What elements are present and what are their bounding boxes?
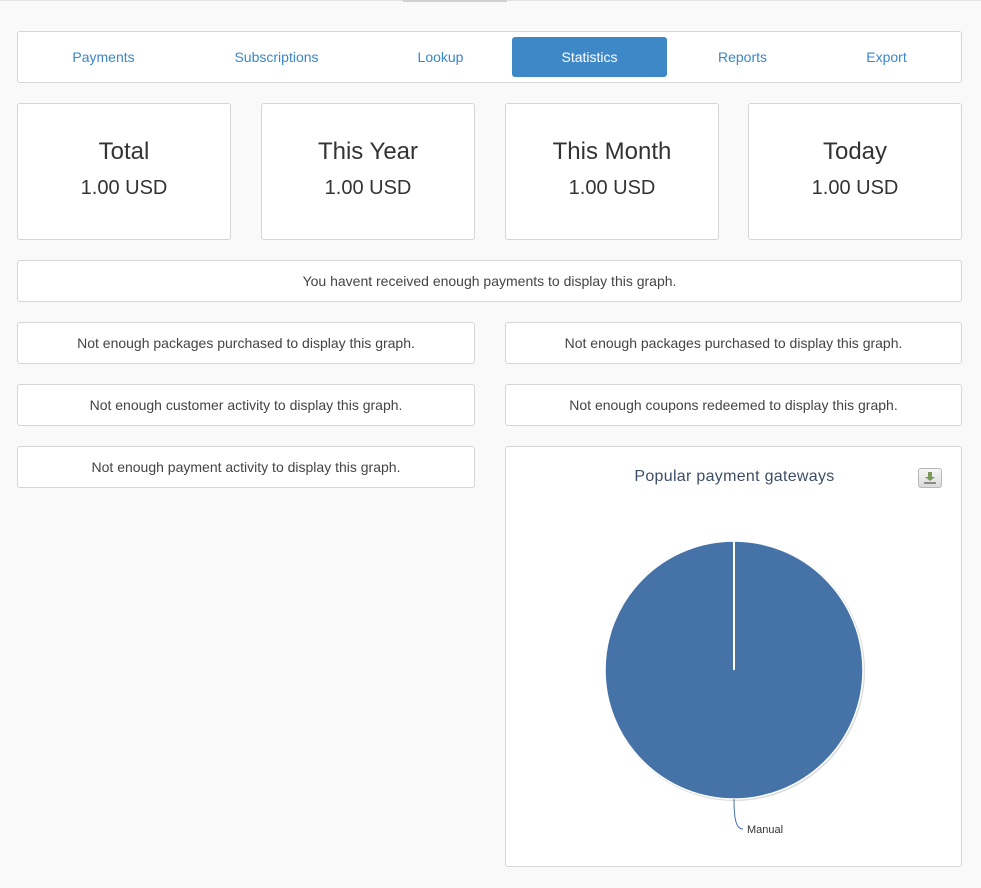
tab-payments[interactable]: Payments	[72, 49, 135, 65]
top-scroll-indicator	[403, 0, 507, 2]
tab-statistics[interactable]: Statistics	[512, 37, 667, 77]
stat-label: Total	[98, 138, 150, 165]
stat-card-total: Total 1.00 USD	[17, 103, 231, 240]
stat-card-today: Today 1.00 USD	[748, 103, 962, 240]
payments-graph-placeholder: You havent received enough payments to d…	[17, 260, 962, 302]
tab-lookup[interactable]: Lookup	[417, 49, 464, 65]
stat-card-this-year: This Year 1.00 USD	[261, 103, 475, 240]
statistics-nav-tabs: Payments Subscriptions Lookup Statistics…	[17, 31, 962, 83]
stat-label: Today	[822, 138, 888, 165]
stat-value: 1.00 USD	[324, 177, 412, 199]
stat-card-this-month: This Month 1.00 USD	[505, 103, 719, 240]
stat-value: 1.00 USD	[811, 177, 899, 199]
stat-value: 1.00 USD	[80, 177, 168, 199]
payment-activity-graph-placeholder: Not enough payment activity to display t…	[17, 446, 475, 488]
pie-data-label: Manual	[747, 824, 783, 836]
pie-chart: Manual	[604, 540, 865, 836]
customer-activity-graph-placeholder: Not enough customer activity to display …	[17, 384, 475, 426]
stat-label: This Month	[552, 138, 672, 165]
packages-graph-placeholder: Not enough packages purchased to display…	[17, 322, 475, 364]
pie-label-connector	[733, 798, 744, 830]
tab-reports[interactable]: Reports	[717, 49, 768, 65]
chart-title: Popular payment gateways	[634, 468, 835, 485]
stat-label: This Year	[317, 138, 419, 165]
tab-subscriptions[interactable]: Subscriptions	[234, 49, 319, 65]
coupons-graph-placeholder: Not enough coupons redeemed to display t…	[505, 384, 962, 426]
download-icon	[924, 472, 936, 484]
tab-export[interactable]: Export	[866, 49, 907, 65]
packages-graph-placeholder-right: Not enough packages purchased to display…	[505, 322, 962, 364]
chart-export-button[interactable]	[918, 468, 942, 488]
payment-gateways-chart: Popular payment gateways Manual	[505, 446, 962, 867]
stat-value: 1.00 USD	[568, 177, 656, 199]
